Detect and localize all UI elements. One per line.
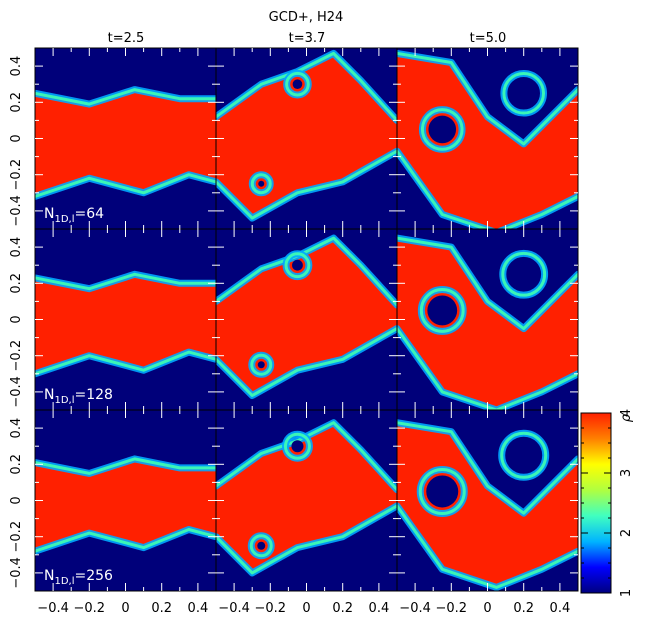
column-title-3: t=5.0 [470, 31, 507, 46]
colorbar-tick-label: 4 [619, 409, 634, 417]
row-label-3-sub: 1D,l [54, 576, 74, 587]
panel-r1-c1 [35, 48, 216, 229]
column-title-2: t=3.7 [289, 31, 326, 46]
y-tick-label: −0.2 [9, 159, 24, 191]
y-tick-label: 0 [9, 496, 24, 504]
y-tick-label: −0.4 [9, 376, 24, 408]
row-label-1-base: N [44, 206, 54, 222]
y-tick-label: −0.4 [9, 557, 24, 589]
x-tick-label: −0.4 [399, 601, 431, 616]
panel-r2-c1 [35, 229, 216, 410]
y-tick-label: 0 [9, 315, 24, 323]
x-tick-label: 0 [302, 601, 310, 616]
row-label-2-value: =128 [75, 387, 113, 403]
colorbar-tick-label: 3 [619, 469, 634, 477]
y-tick-label: 0 [9, 134, 24, 142]
y-tick-label: −0.2 [9, 340, 24, 372]
panel-r1-c2 [216, 48, 397, 229]
axes: −0.4 −0.2 0 0.2 0.4 −0.4 −0.2 0 0.2 0.4 −0.4 −0.2 0 0… [9, 47, 579, 616]
svg-text:N1D,l=128: N1D,l=128 [44, 387, 113, 406]
y-tick-label: 0.4 [9, 237, 24, 258]
y-tick-label: −0.2 [9, 521, 24, 553]
colorbar: 1 2 3 4 [580, 409, 634, 597]
x-tick-label: 0.4 [369, 601, 390, 616]
panel-grid [35, 48, 578, 591]
colorbar-label: ρ [619, 413, 634, 422]
row-label-2-sub: 1D,l [54, 395, 74, 406]
colorbar-gradient [580, 412, 612, 594]
row-label-1: N1D,l=64 [44, 206, 104, 225]
x-tick-label: −0.2 [255, 601, 287, 616]
x-tick-label: −0.4 [37, 601, 69, 616]
row-label-3-value: =256 [75, 568, 114, 584]
x-tick-label: −0.2 [436, 601, 468, 616]
colorbar-tick-label: 2 [619, 529, 634, 537]
svg-text:N1D,l=256: N1D,l=256 [44, 568, 113, 587]
row-label-1-sub: 1D,l [54, 214, 74, 225]
y-tick-label: 0.2 [9, 273, 24, 294]
x-tick-label: 0 [483, 601, 491, 616]
row-label-3-base: N [44, 568, 54, 584]
row-label-1-value: =64 [75, 206, 105, 222]
column-title-1: t=2.5 [108, 31, 145, 46]
y-tick-label: 0.4 [9, 418, 24, 439]
x-tick-label: 0.2 [513, 601, 534, 616]
panel-r3-c2 [216, 410, 397, 591]
y-tick-label: 0.4 [9, 56, 24, 77]
row-label-2-base: N [44, 387, 54, 403]
y-tick-label: 0.2 [9, 92, 24, 113]
x-tick-label: −0.2 [74, 601, 106, 616]
svg-text:N1D,l=64: N1D,l=64 [44, 206, 104, 225]
panel-r3-c3 [397, 410, 578, 591]
panel-r2-c3 [397, 229, 578, 410]
row-label-3: N1D,l=256 [44, 568, 113, 587]
x-tick-label: 0.4 [188, 601, 209, 616]
figure-title: GCD+, H24 [269, 10, 344, 25]
panel-r1-c3 [397, 48, 578, 229]
x-tick-label: 0.2 [332, 601, 353, 616]
x-tick-label: −0.4 [218, 601, 250, 616]
panel-r2-c2 [216, 229, 397, 410]
x-tick-label: 0.2 [151, 601, 172, 616]
panel-r3-c1 [35, 410, 216, 591]
y-tick-label: −0.4 [9, 195, 24, 227]
x-tick-label: 0.4 [550, 601, 571, 616]
colorbar-tick-label: 1 [619, 589, 634, 597]
row-label-2: N1D,l=128 [44, 387, 113, 406]
x-tick-label: 0 [121, 601, 129, 616]
y-tick-label: 0.2 [9, 454, 24, 475]
